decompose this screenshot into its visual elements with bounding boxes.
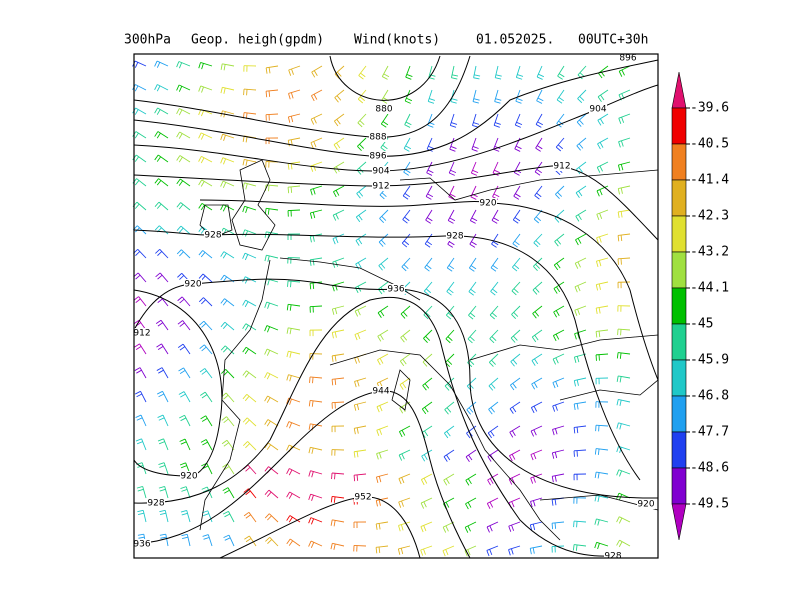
title-wind: Wind(knots) [354, 33, 440, 48]
colorbar-label: -46.8 [690, 389, 729, 404]
colorbar-label: -49.5 [690, 497, 729, 512]
contour-label: 920 [184, 280, 201, 290]
colorbar-label: -47.7 [690, 425, 729, 440]
colorbar-label: -45 [690, 317, 713, 332]
colorbar-band [672, 252, 686, 288]
contour-label: 944 [372, 387, 389, 397]
wind-barb-tick [555, 523, 556, 529]
wind-barb-tick [357, 475, 358, 481]
wind-barb-tick [313, 377, 314, 383]
colorbar-band [672, 144, 686, 180]
contour-label: 928 [446, 232, 463, 242]
wind-barb-tick [552, 523, 553, 529]
contour-label: 920 [479, 199, 496, 209]
contour-label: 928 [147, 499, 164, 509]
colorbar-band [672, 180, 686, 216]
colorbar-band [672, 324, 686, 360]
contour-label: 880 [375, 105, 392, 115]
wind-barb-tick [310, 377, 311, 383]
contour-label: 912 [133, 329, 150, 339]
colorbar-label: -41.4 [690, 173, 729, 188]
colorbar-label: -45.9 [690, 353, 729, 368]
wind-barb-tick [266, 91, 267, 97]
contour-label: 896 [369, 152, 386, 162]
contour-label: 936 [387, 285, 404, 295]
wind-barb-tick [269, 91, 270, 97]
contour-label: 912 [553, 162, 570, 172]
colorbar-band [672, 288, 686, 324]
wind-barb-tick [310, 283, 311, 289]
contour-label: 928 [204, 231, 221, 241]
wind-barb-tick [291, 187, 292, 193]
colorbar-band [672, 432, 686, 468]
contour-label: 920 [637, 500, 654, 510]
wind-barb [288, 257, 300, 258]
contour-label: 888 [369, 133, 386, 143]
wind-barb-tick [290, 281, 291, 287]
colorbar-band [672, 396, 686, 432]
colorbar-label: -43.2 [690, 245, 729, 260]
title-date: 01.052025. [476, 33, 554, 48]
contour-label: 904 [589, 105, 606, 115]
title-field: Geop. heigh(gpdm) [191, 33, 324, 48]
colorbar-label: -40.5 [690, 137, 729, 152]
wind-barb-tick [288, 187, 289, 193]
contour-label: 920 [180, 472, 197, 482]
wind-barb [354, 545, 366, 546]
contour-label: 928 [604, 552, 621, 562]
title-level: 300hPa [124, 33, 171, 48]
colorbar-label: -42.3 [690, 209, 729, 224]
colorbar-band [672, 468, 686, 504]
colorbar-label: -39.6 [690, 101, 729, 116]
colorbar-label: -44.1 [690, 281, 729, 296]
title-run: 00UTC+30h [578, 33, 648, 48]
wind-barb [288, 210, 300, 211]
contour-label: 904 [372, 167, 389, 177]
contour-label: 912 [372, 182, 389, 192]
contour-label: 936 [133, 540, 150, 550]
wind-barb-tick [268, 185, 269, 191]
colorbar-label: -48.6 [690, 461, 729, 476]
colorbar-band [672, 108, 686, 144]
contour-label: 896 [619, 54, 636, 64]
colorbar-band [672, 216, 686, 252]
wind-barb [266, 114, 278, 115]
contour-label: 952 [354, 493, 371, 503]
wind-barb-tick [354, 475, 355, 481]
colorbar-band [672, 360, 686, 396]
wind-barb-tick [313, 283, 314, 289]
wind-barb-tick [288, 281, 289, 287]
